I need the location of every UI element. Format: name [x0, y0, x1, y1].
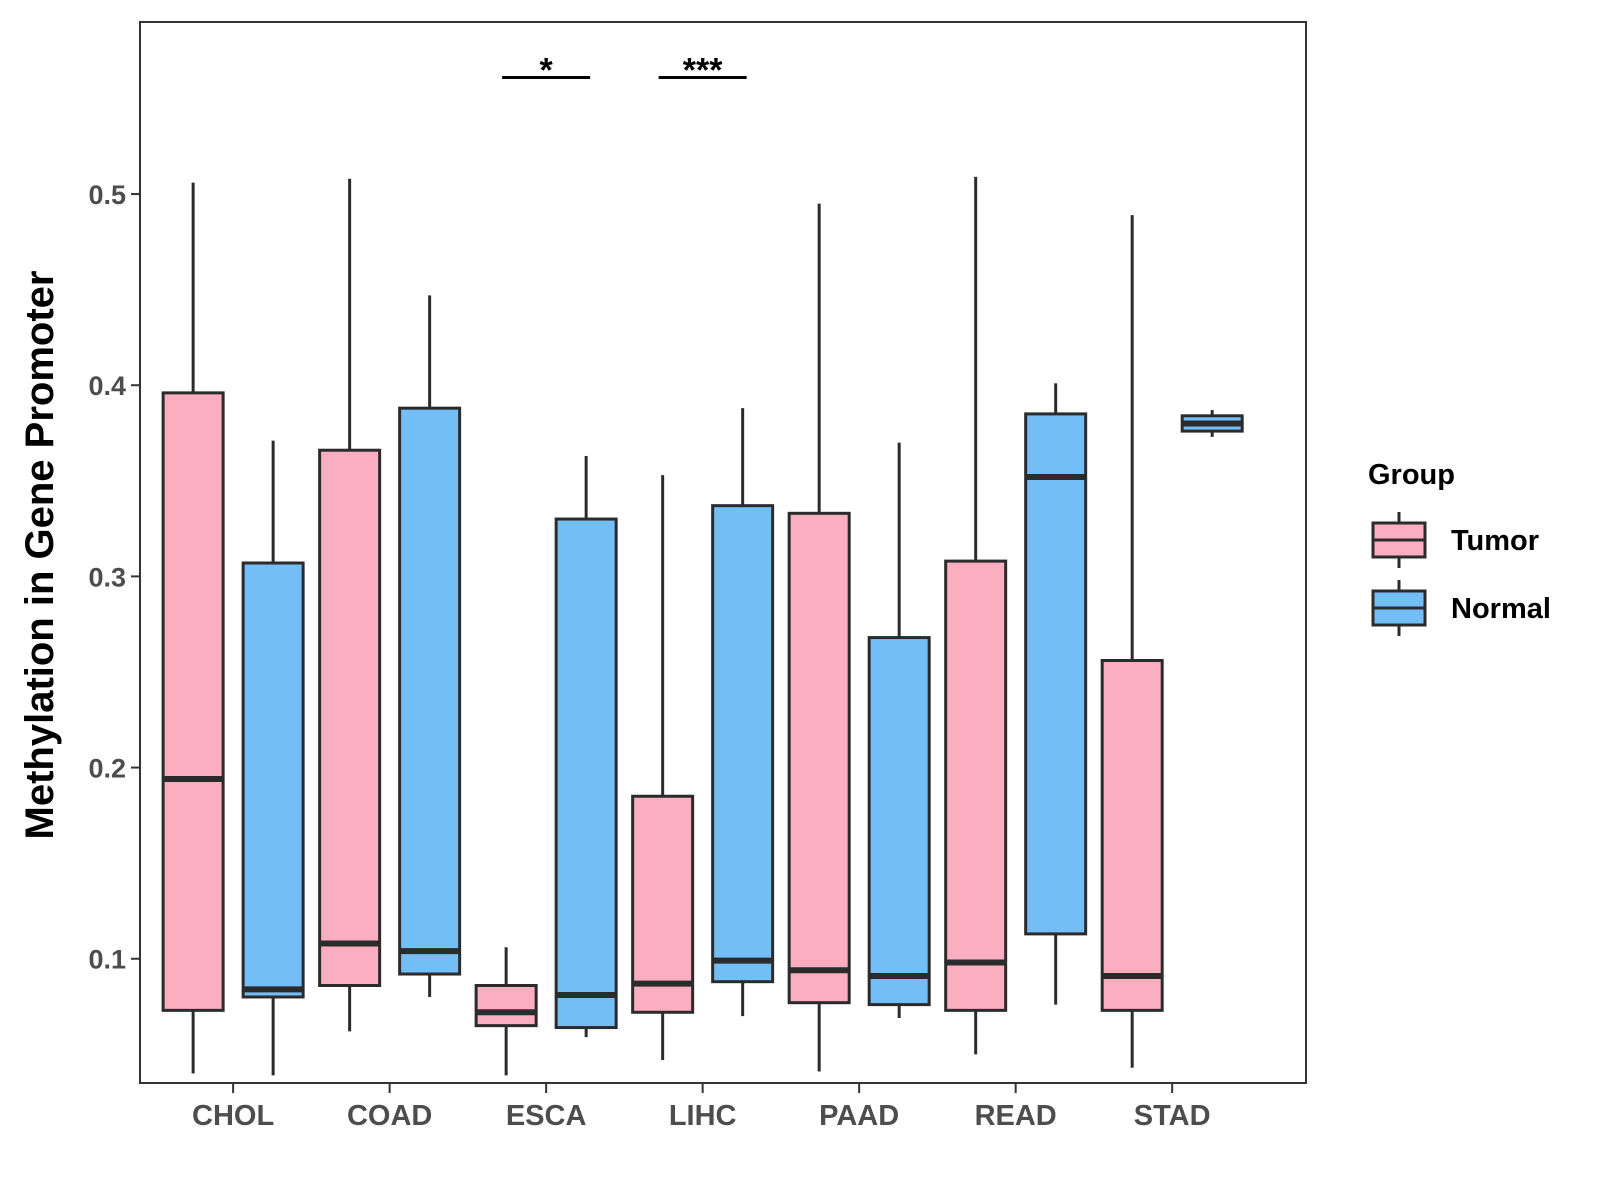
normal-stad-box: [1180, 410, 1244, 437]
tumor-chol-iqr-rect: [161, 391, 225, 1012]
tumor-read-iqr-rect: [944, 559, 1008, 1012]
axes: 0.1 0.2 0.3 0.4 0.5 CHOL COAD ESCA LIHC PAAD READ S…: [88, 180, 1210, 1132]
normal-esca-box: [554, 455, 618, 1038]
tumor-stad-iqr-rect: [1100, 659, 1164, 1012]
tumor-coad-iqr-rect: [318, 448, 382, 988]
y-tick-label-0.1: 0.1: [88, 945, 126, 975]
y-tick-label-0.2: 0.2: [88, 754, 126, 784]
x-tick-label-lihc: LIHC: [669, 1100, 737, 1132]
significance-annotations: * ***: [502, 51, 747, 89]
x-tick-label-coad: COAD: [347, 1100, 432, 1132]
normal-read-box: [1024, 383, 1088, 1005]
legend-item-tumor: Tumor: [1371, 512, 1539, 568]
tumor-paad-box: [787, 203, 851, 1072]
x-tick-label-chol: CHOL: [192, 1100, 274, 1132]
normal-esca-iqr-rect: [554, 517, 618, 1030]
y-axis-title: Methylation in Gene Promoter: [18, 271, 62, 840]
y-tick-label-0.5: 0.5: [88, 180, 126, 210]
plot-panel: [139, 21, 1307, 1084]
normal-coad-box: [398, 295, 462, 997]
normal-chol-box: [241, 440, 305, 1076]
normal-chol-iqr-rect: [241, 561, 305, 999]
normal-lihc-iqr-rect: [711, 504, 775, 984]
x-tick-label-paad: PAAD: [819, 1100, 899, 1132]
normal-lihc-box: [711, 408, 775, 1017]
tumor-esca-iqr-rect: [474, 984, 538, 1028]
tumor-coad-box: [318, 178, 382, 1032]
normal-read-iqr-rect: [1024, 412, 1088, 936]
tumor-read-box: [944, 176, 1008, 1055]
legend: Group Tumor Normal: [1368, 459, 1551, 636]
legend-item-normal: Normal: [1371, 580, 1551, 636]
y-tick-label-0.3: 0.3: [88, 562, 126, 592]
tumor-lihc-box: [631, 475, 695, 1061]
legend-label-normal: Normal: [1451, 593, 1551, 625]
normal-paad-iqr-rect: [867, 636, 931, 1007]
plot-panel-border: [139, 21, 1307, 1084]
sig-label-lihc: ***: [683, 51, 723, 89]
normal-coad-iqr-rect: [398, 406, 462, 976]
box-series: [161, 176, 1244, 1076]
tumor-chol-box: [161, 182, 225, 1074]
tumor-lihc-iqr-rect: [631, 794, 695, 1014]
x-tick-label-read: READ: [975, 1100, 1057, 1132]
legend-label-tumor: Tumor: [1451, 525, 1539, 557]
legend-title: Group: [1368, 459, 1455, 491]
y-tick-label-0.4: 0.4: [88, 371, 126, 401]
tumor-stad-box: [1100, 215, 1164, 1068]
sig-label-esca: *: [540, 51, 554, 89]
tumor-esca-box: [474, 947, 538, 1076]
x-tick-label-esca: ESCA: [506, 1100, 587, 1132]
normal-paad-box: [867, 442, 931, 1019]
x-tick-label-stad: STAD: [1134, 1100, 1211, 1132]
tumor-paad-iqr-rect: [787, 511, 851, 1005]
